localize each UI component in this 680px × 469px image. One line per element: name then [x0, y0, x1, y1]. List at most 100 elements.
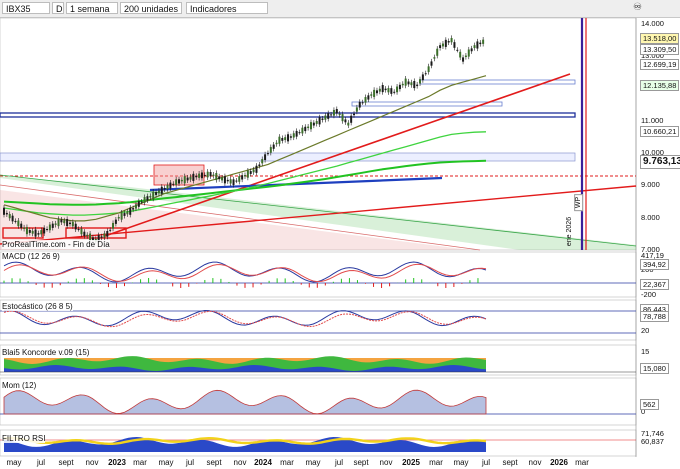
- candle: [281, 138, 284, 141]
- candle: [97, 235, 100, 243]
- x-tick-label: may: [6, 458, 22, 467]
- candle: [68, 222, 71, 225]
- sma-40-line: [3, 75, 487, 222]
- price-tag: 13.518,00: [640, 33, 680, 44]
- candle: [462, 57, 465, 62]
- candle: [143, 197, 146, 203]
- candle: [350, 115, 353, 123]
- units-select[interactable]: 200 unidades: [120, 2, 182, 14]
- mom-label: Mom (12): [2, 381, 37, 390]
- candle: [195, 175, 198, 178]
- toolbar: IBX35 D 1 semana 200 unidades Indicadore…: [0, 0, 680, 18]
- x-tick-label: jul: [334, 458, 344, 467]
- candle: [441, 43, 444, 47]
- candle: [284, 137, 287, 141]
- candle: [20, 223, 23, 228]
- candle: [3, 207, 5, 215]
- candle: [109, 229, 112, 231]
- candle: [246, 170, 249, 178]
- candle: [77, 229, 80, 231]
- candle: [470, 48, 473, 52]
- timeframe-select[interactable]: 1 semana: [66, 2, 118, 14]
- candle: [447, 41, 450, 43]
- candle: [255, 165, 258, 173]
- candle: [295, 130, 298, 137]
- candle: [175, 179, 178, 186]
- x-tick-label: mar: [575, 458, 589, 467]
- candle: [120, 212, 123, 220]
- candle: [327, 113, 330, 119]
- candle: [321, 118, 324, 120]
- y-tick-label: 14.000: [641, 19, 664, 28]
- channel-line: [0, 184, 481, 251]
- candle: [364, 97, 367, 103]
- candle: [100, 236, 103, 238]
- y-tick-label: 8.000: [641, 212, 660, 222]
- d-button[interactable]: D: [52, 2, 64, 14]
- vertical-note: ene 2026: [566, 216, 574, 247]
- candle: [307, 126, 310, 129]
- candle: [341, 114, 344, 122]
- candle: [112, 222, 115, 229]
- candle: [180, 179, 183, 182]
- indicator-tick: 0: [641, 407, 646, 416]
- rsi-yellow: [3, 436, 487, 445]
- candle: [338, 113, 341, 116]
- price-tag: 10.660,21: [640, 126, 680, 137]
- symbol-select[interactable]: IBX35: [2, 2, 50, 14]
- candle: [43, 227, 46, 234]
- candle: [244, 175, 246, 177]
- candle: [410, 82, 413, 86]
- candle: [146, 196, 149, 201]
- candle: [401, 83, 404, 86]
- candle: [51, 223, 54, 228]
- candle: [467, 49, 470, 57]
- candle: [206, 171, 209, 178]
- x-tick-label: mar: [280, 458, 294, 467]
- candle: [178, 179, 181, 184]
- candle: [46, 229, 49, 231]
- x-tick-label: nov: [233, 458, 247, 467]
- indicator-tick: 60,837: [641, 437, 664, 446]
- candle: [212, 174, 215, 177]
- indicators-button[interactable]: Indicadores: [186, 2, 268, 14]
- panel-frame: [0, 17, 637, 251]
- panel-frame: [0, 251, 637, 298]
- candle: [23, 227, 26, 229]
- candle: [398, 84, 401, 90]
- candle: [252, 169, 255, 173]
- candle: [301, 127, 304, 134]
- candle: [198, 173, 201, 178]
- candle: [373, 89, 376, 97]
- bell-icon[interactable]: ♾: [633, 2, 642, 13]
- candle: [476, 41, 479, 49]
- candle: [344, 119, 347, 123]
- indicator-tick: -200: [641, 290, 657, 299]
- stoch-label: Estocástico (26 8 5): [2, 302, 73, 311]
- candle: [275, 142, 278, 145]
- candle: [123, 213, 126, 216]
- candle: [163, 187, 166, 190]
- candle: [226, 179, 229, 182]
- candle: [63, 220, 66, 224]
- candle: [353, 113, 356, 116]
- indicator-tick: 20: [641, 326, 650, 335]
- rsi-label: FILTRO RSI: [2, 434, 46, 443]
- candle: [430, 61, 433, 66]
- candle: [419, 79, 422, 84]
- candle: [166, 184, 169, 190]
- x-tick-label: nov: [528, 458, 542, 467]
- mom-area: [3, 389, 487, 415]
- candle: [424, 73, 427, 75]
- candle: [192, 173, 195, 181]
- candle: [304, 126, 307, 132]
- candle: [355, 107, 358, 112]
- candle: [404, 78, 407, 86]
- rsi-blue: [4, 437, 486, 452]
- macd-signal: [3, 263, 487, 283]
- trend-line: [0, 185, 637, 245]
- candle: [258, 164, 261, 166]
- candle: [384, 88, 387, 91]
- candle: [269, 147, 272, 153]
- candle: [370, 94, 373, 96]
